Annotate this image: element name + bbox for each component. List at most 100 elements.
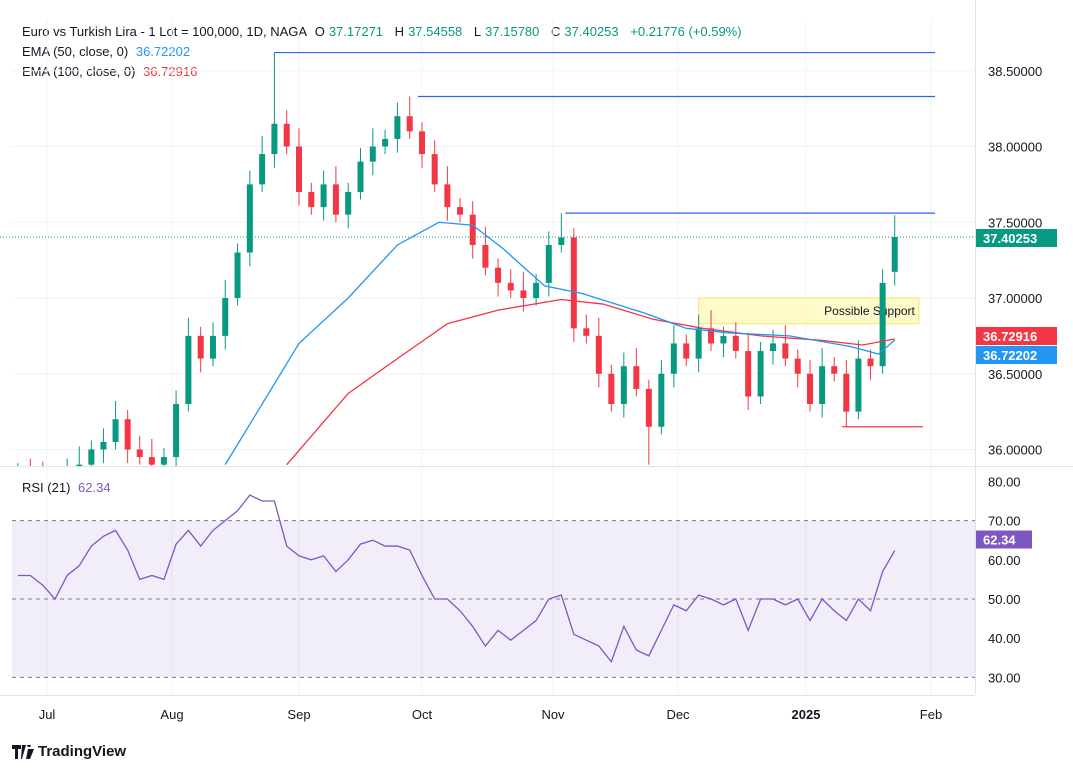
ema50-label: EMA (50, close, 0) — [22, 44, 129, 59]
ohlc-open: O 37.17271 — [314, 24, 384, 39]
candle-body — [633, 366, 640, 389]
candle-body — [583, 328, 590, 336]
candle-body — [332, 184, 339, 215]
candle-body — [296, 146, 302, 192]
candle — [807, 360, 814, 412]
candle-body — [394, 116, 401, 139]
candle — [173, 390, 180, 466]
candle-body — [88, 449, 95, 465]
candle — [185, 317, 192, 412]
candle — [296, 128, 302, 206]
candle — [369, 128, 376, 176]
candle-body — [469, 214, 476, 245]
candle — [234, 243, 241, 306]
ema100-value: 36.72916 — [143, 64, 198, 79]
candle — [64, 458, 70, 480]
time-tick-label: Oct — [412, 707, 433, 722]
candle — [148, 438, 155, 466]
time-tick-label: Nov — [541, 707, 565, 722]
candle — [558, 213, 565, 253]
rsi-legend[interactable]: RSI (21) 62.34 — [22, 480, 115, 495]
rsi-tick-label: 70.00 — [988, 514, 1021, 529]
candle-body — [570, 237, 577, 329]
candle-body — [64, 472, 70, 480]
candle-body — [745, 351, 752, 397]
candle — [419, 122, 425, 168]
candle-body — [620, 366, 627, 405]
candle-body — [431, 154, 438, 185]
candle — [819, 347, 826, 418]
candle — [843, 360, 850, 427]
candle — [136, 435, 143, 465]
candle — [633, 347, 640, 397]
price-tick-label: 38.00000 — [988, 140, 1042, 155]
candle-body — [782, 343, 789, 359]
candle-body — [160, 457, 167, 465]
candle-body — [843, 373, 850, 412]
rsi-value: 62.34 — [78, 480, 111, 495]
rsi-value-tag — [976, 530, 1032, 549]
candle — [891, 215, 898, 286]
candle-body — [645, 388, 652, 427]
candle — [695, 314, 702, 373]
price-change: +0.21776 (+0.59%) — [630, 24, 742, 39]
candle-body — [345, 191, 352, 215]
ema50-legend[interactable]: EMA (50, close, 0) 36.72202 — [22, 44, 194, 59]
candle — [608, 364, 615, 412]
candle — [732, 322, 739, 359]
candle — [246, 170, 253, 267]
candle — [457, 198, 464, 223]
ema100-tag — [976, 327, 1057, 345]
ohlc-close: C 37.40253 — [551, 24, 619, 39]
candle — [259, 135, 266, 192]
candle — [332, 166, 339, 223]
support-zone-label: Possible Support — [824, 304, 915, 318]
candle — [469, 201, 476, 259]
time-tick-label: Feb — [920, 707, 942, 722]
last-price-tag-label: 37.40253 — [983, 231, 1037, 246]
rsi-label: RSI (21) — [22, 480, 71, 495]
candle-body — [382, 138, 389, 147]
candle — [382, 129, 389, 155]
candle — [595, 317, 602, 388]
candle-body — [222, 298, 229, 336]
candle — [100, 428, 107, 464]
ema50-line — [224, 221, 896, 465]
candle-body — [507, 282, 514, 291]
candle — [124, 410, 131, 464]
ema100-tag-label: 36.72916 — [983, 329, 1037, 344]
price-tick-label: 37.00000 — [988, 291, 1042, 306]
candle-body — [246, 184, 253, 253]
candle — [76, 446, 83, 466]
time-tick-label: 2025 — [792, 707, 821, 722]
candle-body — [608, 373, 615, 405]
candle-body — [444, 184, 451, 208]
ema100-legend[interactable]: EMA (100, close, 0) 36.72916 — [22, 64, 201, 79]
candle-body — [891, 237, 898, 272]
candle-body — [271, 123, 278, 155]
candle-body — [357, 161, 364, 192]
candle-body — [482, 244, 489, 268]
candle — [545, 231, 552, 297]
candle-body — [769, 343, 776, 352]
tradingview-logo[interactable]: TradingView — [12, 743, 126, 760]
ema100-line — [286, 298, 895, 466]
candle — [394, 102, 401, 153]
price-tick-label: 38.50000 — [988, 64, 1042, 79]
candle-body — [670, 343, 677, 374]
candle — [757, 341, 764, 405]
candle-body — [558, 237, 565, 245]
candle-body — [520, 290, 527, 298]
candle-body — [283, 123, 290, 147]
candle — [570, 228, 577, 342]
time-tick-label: Dec — [666, 707, 690, 722]
ema100-label: EMA (100, close, 0) — [22, 64, 136, 79]
candle-body — [209, 335, 216, 359]
price-chart[interactable]: 38.50000 38.00000 37.50000 37.00000 36.50000… — [0, 0, 1073, 740]
candle-body — [495, 267, 502, 283]
candle — [658, 360, 665, 435]
candle — [320, 170, 327, 221]
candle — [197, 326, 204, 373]
candle-body — [732, 335, 739, 352]
time-tick-label: Jul — [39, 707, 56, 722]
